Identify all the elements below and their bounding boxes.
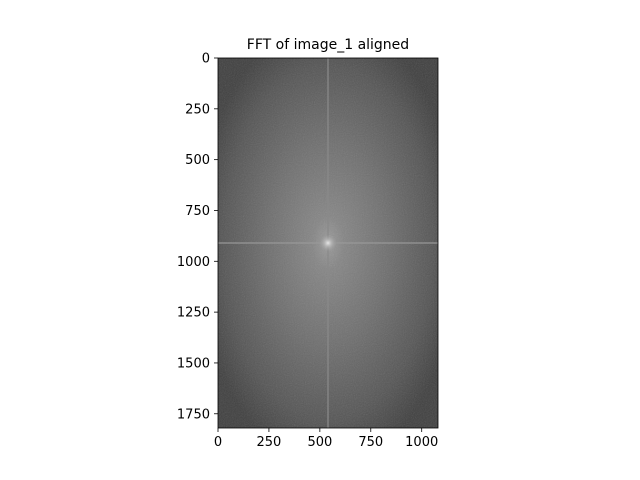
x-tick-label: 1000 <box>405 435 438 450</box>
x-tick-label: 250 <box>257 435 282 450</box>
y-tick-label: 0 <box>202 52 210 67</box>
dc-center-peak <box>319 234 337 252</box>
y-axis: 0 250 500 750 1000 1250 1500 1750 <box>177 52 218 422</box>
y-tick-label: 1750 <box>177 407 210 422</box>
plot-area <box>218 58 438 428</box>
x-tick-label: 750 <box>358 435 383 450</box>
y-tick-label: 500 <box>185 153 210 168</box>
axes-frame <box>217 57 439 429</box>
x-tick-label: 0 <box>214 435 222 450</box>
x-axis: 0 250 500 750 1000 <box>214 428 438 450</box>
y-tick-label: 250 <box>185 102 210 117</box>
y-tick-label: 750 <box>185 204 210 219</box>
y-tick-label: 1250 <box>177 306 210 321</box>
y-tick-label: 1500 <box>177 356 210 371</box>
chart-title: FFT of image_1 aligned <box>247 37 409 53</box>
x-tick-label: 500 <box>307 435 332 450</box>
y-tick-label: 1000 <box>177 255 210 270</box>
